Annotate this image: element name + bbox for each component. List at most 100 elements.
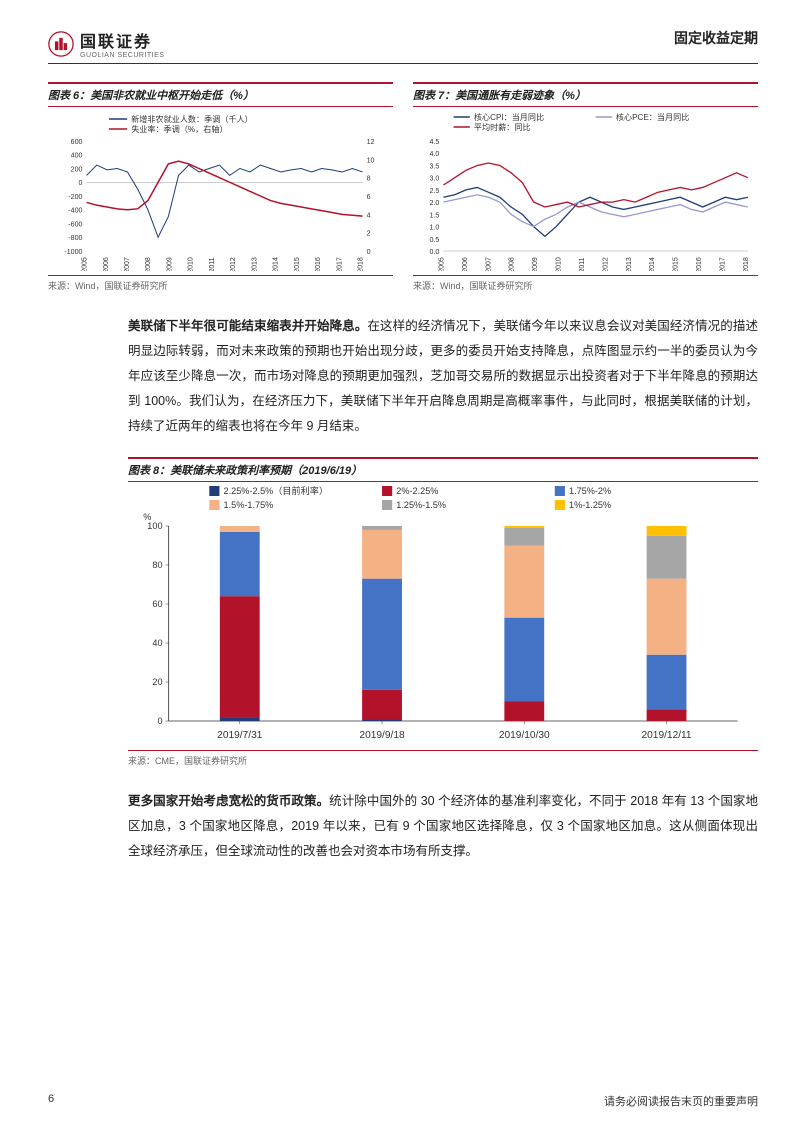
page-header: 国联证券 GUOLIAN SECURITIES 固定收益定期: [48, 28, 758, 64]
svg-text:2019/12/11: 2019/12/11: [641, 730, 691, 741]
svg-text:400: 400: [71, 153, 83, 160]
svg-text:2008: 2008: [145, 257, 152, 271]
svg-text:0: 0: [367, 249, 371, 256]
svg-text:2007: 2007: [485, 257, 492, 271]
chart8-title-prefix: 图表 8：: [128, 465, 170, 477]
svg-text:4: 4: [367, 212, 371, 219]
svg-text:2006: 2006: [103, 257, 110, 271]
paragraph-1: 美联储下半年很可能结束缩表并开始降息。在这样的经济情况下，美联储今年以来议息会议…: [128, 314, 758, 439]
chart8-svg: 2.25%-2.5%（目前利率）2%-2.25%1.75%-2%1.5%-1.7…: [128, 486, 758, 746]
svg-text:1%-1.25%: 1%-1.25%: [569, 500, 611, 510]
svg-text:2019/9/18: 2019/9/18: [359, 730, 405, 741]
para1-bold: 美联储下半年很可能结束缩表并开始降息。: [128, 319, 367, 333]
svg-text:2018: 2018: [743, 257, 750, 271]
svg-text:-600: -600: [68, 222, 82, 229]
svg-text:0: 0: [157, 716, 162, 726]
svg-text:-400: -400: [68, 208, 82, 215]
svg-text:2019/7/31: 2019/7/31: [217, 730, 263, 741]
svg-text:2017: 2017: [336, 257, 343, 271]
chart6-container: 图表 6：美国非农就业中枢开始走低（%） 新增非农就业人数：季调（千人）失业率：…: [48, 82, 393, 292]
svg-text:3.5: 3.5: [430, 163, 440, 170]
svg-text:2006: 2006: [462, 257, 469, 271]
para1-text: 在这样的经济情况下，美联储今年以来议息会议对美国经济情况的描述明显边际转弱，而对…: [128, 319, 758, 433]
svg-text:失业率：季调（%，右轴）: 失业率：季调（%，右轴）: [131, 124, 227, 134]
header-title: 固定收益定期: [674, 28, 758, 48]
svg-text:-1000: -1000: [64, 249, 82, 256]
svg-text:2009: 2009: [166, 257, 173, 271]
svg-text:2%-2.25%: 2%-2.25%: [396, 486, 438, 496]
svg-text:8: 8: [367, 176, 371, 183]
chart8-title: 美联储未来政策利率预期（2019/6/19）: [170, 465, 362, 477]
svg-text:100: 100: [147, 521, 162, 531]
chart7-title-prefix: 图表 7：: [413, 90, 455, 102]
svg-text:2017: 2017: [719, 257, 726, 271]
disclaimer-text: 请务必阅读报告末页的重要声明: [604, 1093, 758, 1109]
chart7-source: 来源：Wind，国联证券研究所: [413, 275, 758, 292]
svg-text:0: 0: [79, 180, 83, 187]
svg-text:10: 10: [367, 157, 375, 164]
svg-text:2018: 2018: [358, 257, 365, 271]
svg-text:核心PCE：当月同比: 核心PCE：当月同比: [616, 112, 689, 122]
svg-text:2008: 2008: [509, 257, 516, 271]
logo-text-cn: 国联证券: [80, 28, 164, 52]
svg-text:2010: 2010: [188, 257, 195, 271]
logo-text-en: GUOLIAN SECURITIES: [80, 52, 164, 59]
chart7-container: 图表 7：美国通胀有走弱迹象（%） 核心CPI：当月同比 核心PCE：当月同比平均…: [413, 82, 758, 292]
svg-text:0.0: 0.0: [430, 249, 440, 256]
svg-text:2005: 2005: [438, 257, 445, 271]
svg-text:2009: 2009: [532, 257, 539, 271]
svg-text:4.0: 4.0: [430, 151, 440, 158]
chart7-svg: 核心CPI：当月同比 核心PCE：当月同比平均时薪：同比 0.0 0.5 1.0 1.5 2…: [413, 111, 758, 271]
chart6-title-prefix: 图表 6：: [48, 90, 90, 102]
svg-text:200: 200: [71, 167, 83, 174]
svg-text:2016: 2016: [315, 257, 322, 271]
svg-text:2015: 2015: [673, 257, 680, 271]
svg-text:核心CPI：当月同比: 核心CPI：当月同比: [474, 112, 544, 122]
logo-area: 国联证券 GUOLIAN SECURITIES: [48, 28, 164, 59]
svg-text:2011: 2011: [209, 257, 216, 271]
chart8-source: 来源：CME，国联证券研究所: [128, 750, 758, 767]
svg-text:1.5: 1.5: [430, 212, 440, 219]
svg-text:2013: 2013: [626, 257, 633, 271]
two-chart-row: 图表 6：美国非农就业中枢开始走低（%） 新增非农就业人数：季调（千人）失业率：…: [48, 82, 758, 292]
svg-text:6: 6: [367, 194, 371, 201]
svg-text:2016: 2016: [696, 257, 703, 271]
para2-bold: 更多国家开始考虑宽松的货币政策。: [128, 794, 329, 808]
svg-text:2011: 2011: [579, 257, 586, 271]
svg-text:-200: -200: [68, 194, 82, 201]
svg-text:2013: 2013: [251, 257, 258, 271]
svg-text:新增非农就业人数：季调（千人）: 新增非农就业人数：季调（千人）: [131, 114, 253, 124]
svg-text:2012: 2012: [230, 257, 237, 271]
page-number: 6: [48, 1093, 54, 1109]
svg-text:平均时薪：同比: 平均时薪：同比: [474, 122, 531, 132]
chart6-source: 来源：Wind，国联证券研究所: [48, 275, 393, 292]
svg-text:40: 40: [152, 638, 162, 648]
svg-text:2014: 2014: [649, 257, 656, 271]
svg-text:1.5%-1.75%: 1.5%-1.75%: [224, 500, 274, 510]
svg-text:3.0: 3.0: [430, 176, 440, 183]
svg-text:1.25%-1.5%: 1.25%-1.5%: [396, 500, 446, 510]
svg-text:12: 12: [367, 139, 375, 146]
footer: 6 请务必阅读报告末页的重要声明: [0, 1093, 802, 1109]
svg-text:2.0: 2.0: [430, 200, 440, 207]
svg-text:2005: 2005: [82, 257, 89, 271]
svg-text:600: 600: [71, 139, 83, 146]
svg-text:0.5: 0.5: [430, 237, 440, 244]
svg-text:20: 20: [152, 677, 162, 687]
svg-text:2019/10/30: 2019/10/30: [499, 730, 550, 741]
svg-text:80: 80: [152, 560, 162, 570]
svg-text:2014: 2014: [273, 257, 280, 271]
svg-text:1.0: 1.0: [430, 225, 440, 232]
chart6-title: 美国非农就业中枢开始走低（%）: [90, 90, 254, 102]
chart8-container: 图表 8：美联储未来政策利率预期（2019/6/19） 2.25%-2.5%（目…: [128, 457, 758, 767]
svg-text:2015: 2015: [294, 257, 301, 271]
svg-text:2007: 2007: [124, 257, 131, 271]
svg-text:2.5: 2.5: [430, 188, 440, 195]
chart6-svg: 新增非农就业人数：季调（千人）失业率：季调（%，右轴） -1000 -800 -600…: [48, 111, 393, 271]
svg-text:2.25%-2.5%（目前利率）: 2.25%-2.5%（目前利率）: [224, 486, 329, 496]
paragraph-2: 更多国家开始考虑宽松的货币政策。统计除中国外的 30 个经济体的基准利率变化，不…: [128, 789, 758, 864]
svg-text:2: 2: [367, 231, 371, 238]
svg-text:-800: -800: [68, 235, 82, 242]
chart7-title: 美国通胀有走弱迹象（%）: [455, 90, 586, 102]
svg-text:2010: 2010: [555, 257, 562, 271]
